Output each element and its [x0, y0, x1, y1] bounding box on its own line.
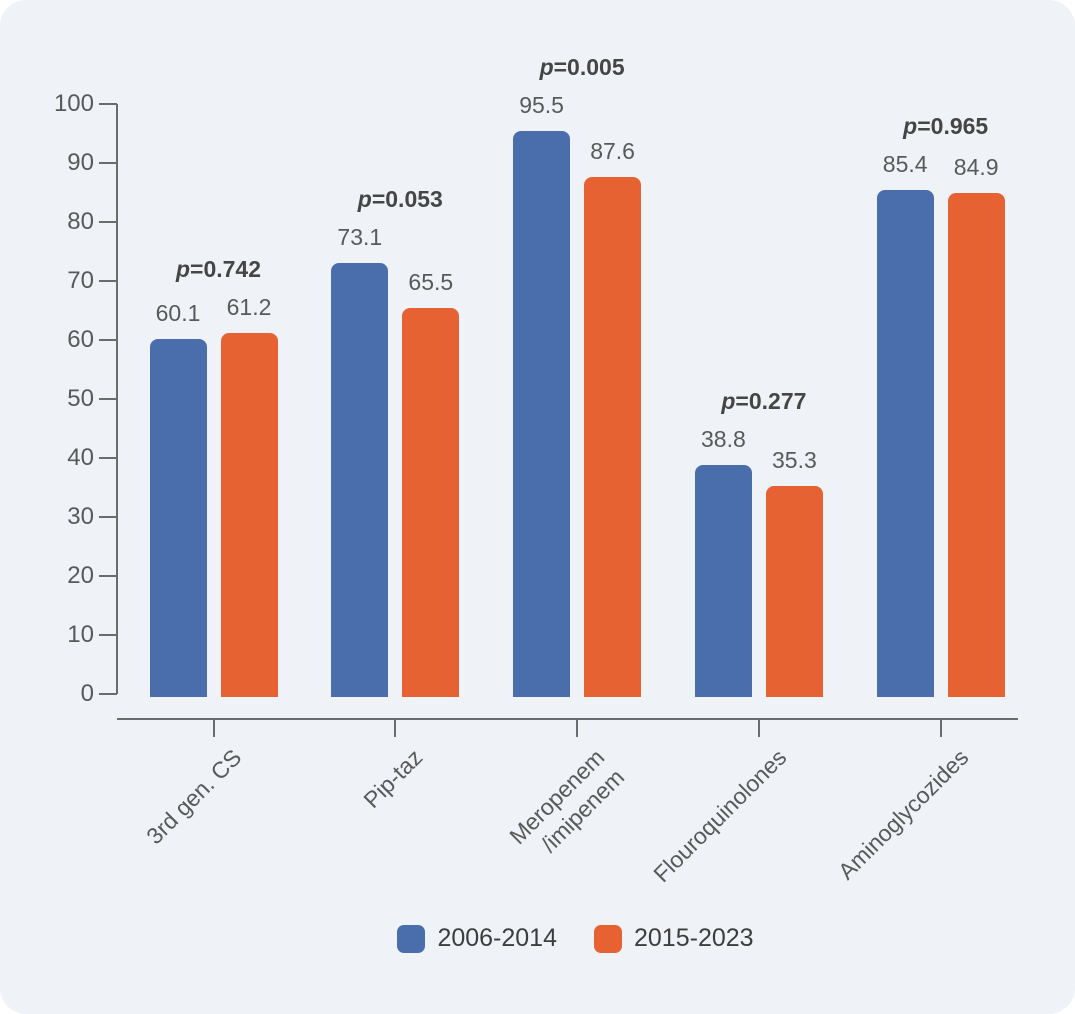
x-tick-mark — [576, 719, 579, 737]
bar-2015-2023-3rd-gen-cs — [220, 332, 278, 697]
legend-label-2015-2023: 2015-2023 — [634, 924, 754, 952]
legend-label-2006-2014: 2006-2014 — [437, 924, 557, 952]
y-tick-label: 60 — [67, 326, 94, 353]
value-label: 73.1 — [337, 223, 383, 250]
bar-2015-2023-meropenem-imipenem — [584, 177, 642, 697]
y-tick-mark — [99, 280, 117, 282]
bar-2006-2014-3rd-gen-cs — [149, 339, 207, 697]
value-label: 85.4 — [882, 151, 928, 178]
x-tick-mark — [939, 719, 942, 737]
y-tick-label: 30 — [67, 503, 94, 530]
y-tick-mark — [99, 457, 117, 459]
p-value-label: p=0.005 — [539, 53, 625, 80]
bar-2006-2014-flouroquinolones — [694, 465, 752, 697]
y-tick-mark — [99, 221, 117, 223]
value-label: 60.1 — [155, 300, 201, 327]
p-value-label: p=0.053 — [357, 185, 443, 212]
y-tick-mark — [99, 516, 117, 518]
y-tick-mark — [99, 693, 117, 695]
value-label: 84.9 — [953, 154, 999, 181]
y-tick-label: 10 — [67, 621, 94, 648]
y-tick-mark — [99, 398, 117, 400]
p-value-label: p=0.742 — [175, 255, 262, 282]
y-tick-label: 20 — [67, 562, 94, 589]
value-label: 61.2 — [226, 293, 272, 320]
y-tick-label: 50 — [67, 385, 94, 412]
p-value-label: p=0.965 — [903, 113, 989, 140]
x-category-label-flouroquinolones: Flouroquinolones — [648, 744, 792, 888]
p-symbol: p — [903, 113, 918, 140]
y-tick-label: 90 — [67, 149, 94, 176]
y-tick-label: 40 — [67, 444, 94, 471]
bar-2015-2023-aminoglycozides — [947, 193, 1005, 697]
y-tick-label: 100 — [53, 90, 94, 117]
legend-item-2006-2014: 2006-2014 — [397, 924, 557, 953]
y-tick-mark — [99, 103, 117, 105]
y-axis-line — [116, 104, 118, 694]
bar-2015-2023-flouroquinolones — [765, 485, 823, 697]
x-tick-mark — [212, 719, 215, 737]
x-axis-line — [117, 718, 1018, 720]
bar-2006-2014-aminoglycozides — [876, 190, 934, 697]
x-category-label-meropenem-imipenem: Meropenem /imipenem — [504, 744, 630, 857]
p-symbol: p — [175, 255, 191, 282]
x-tick-mark — [394, 719, 397, 737]
bar-2006-2014-pip-taz — [331, 262, 389, 697]
p-symbol: p — [357, 185, 372, 212]
value-label: 95.5 — [519, 91, 564, 118]
x-category-label-3rd-gen-cs: 3rd gen. CS — [140, 744, 246, 850]
y-tick-mark — [99, 634, 117, 636]
x-tick-mark — [757, 719, 760, 737]
y-tick-label: 80 — [67, 208, 94, 235]
y-tick-mark — [99, 339, 117, 341]
bar-2015-2023-pip-taz — [402, 307, 460, 697]
legend: 2006-2014 2015-2023 — [118, 924, 1033, 953]
value-label: 38.8 — [701, 426, 746, 453]
legend-swatch-2015-2023 — [594, 924, 622, 953]
y-tick-mark — [99, 575, 117, 577]
legend-item-2015-2023: 2015-2023 — [594, 924, 754, 953]
y-tick-label: 70 — [67, 267, 94, 294]
bar-2006-2014-meropenem-imipenem — [513, 130, 571, 697]
p-symbol: p — [721, 388, 736, 415]
x-category-label-aminoglycozides: Aminoglycozides — [832, 744, 974, 885]
x-category-label-pip-taz: Pip-taz — [358, 744, 428, 814]
value-label: 65.5 — [408, 268, 454, 295]
legend-swatch-2006-2014 — [397, 924, 426, 953]
y-tick-label: 0 — [80, 680, 94, 707]
value-label: 87.6 — [590, 138, 635, 165]
y-tick-mark — [99, 162, 117, 164]
value-label: 35.3 — [772, 446, 817, 473]
p-symbol: p — [539, 53, 554, 80]
p-value-label: p=0.277 — [721, 388, 807, 415]
